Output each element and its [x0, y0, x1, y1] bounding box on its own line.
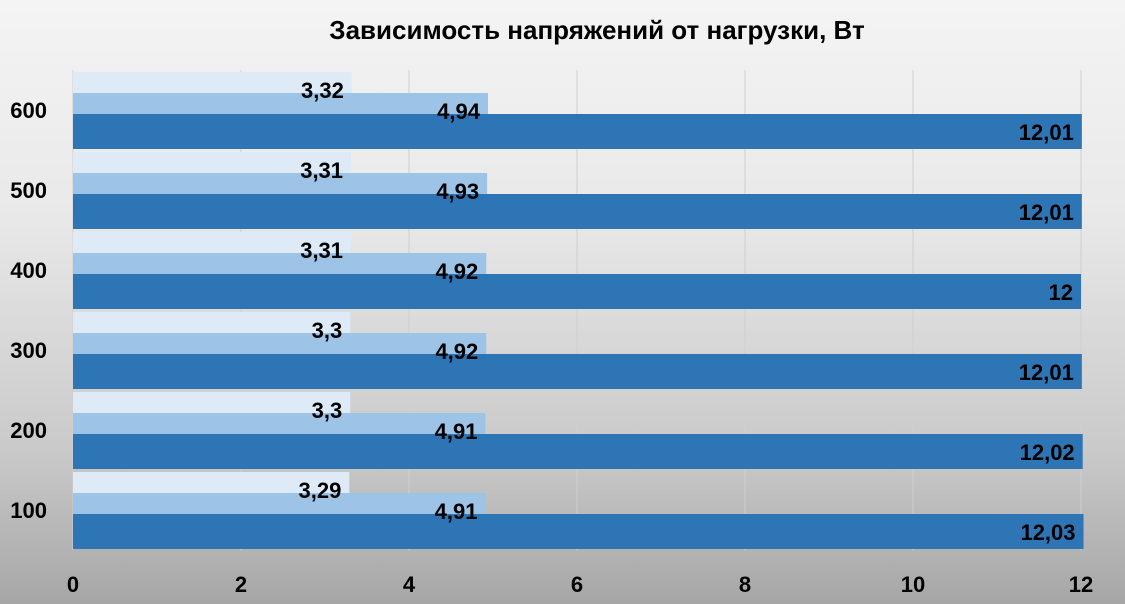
gridlines [72, 70, 1082, 550]
data-label: 3,3 [312, 318, 343, 343]
data-label: 4,91 [435, 499, 478, 524]
data-label: 12 [1049, 280, 1073, 305]
data-label: 4,93 [436, 179, 479, 204]
data-label: 3,3 [312, 398, 343, 423]
data-label: 3,31 [300, 158, 343, 183]
x-tick-label: 10 [901, 572, 925, 597]
data-label: 12,03 [1020, 520, 1075, 545]
x-tick-label: 8 [739, 572, 751, 597]
y-tick-label: 600 [10, 98, 47, 123]
y-tick-label: 100 [10, 498, 47, 523]
bar [73, 274, 1081, 309]
data-label: 3,32 [301, 78, 344, 103]
data-label: 12,01 [1019, 200, 1074, 225]
x-axis-ticks: 0 2 4 6 8 10 12 [67, 572, 1093, 597]
y-axis-ticks: 100 200 300 400 500 600 [10, 98, 47, 523]
data-label: 4,91 [435, 419, 478, 444]
data-label: 12,01 [1019, 360, 1074, 385]
y-tick-label: 400 [10, 258, 47, 283]
data-label: 12,02 [1020, 440, 1075, 465]
y-tick-label: 500 [10, 178, 47, 203]
bar [73, 514, 1084, 549]
bar [73, 434, 1083, 469]
x-tick-label: 2 [235, 572, 247, 597]
data-labels: 3,29 4,91 12,03 3,3 4,91 12,02 3,3 4,92 12,01 3,3… [299, 78, 1076, 545]
x-tick-label: 0 [67, 572, 79, 597]
bar [73, 194, 1082, 229]
chart-title: Зависимость напряжений от нагрузки, Вт [329, 15, 865, 45]
y-tick-label: 200 [10, 418, 47, 443]
data-label: 12,01 [1019, 120, 1074, 145]
x-tick-label: 12 [1069, 572, 1093, 597]
data-label: 4,92 [435, 339, 478, 364]
x-tick-label: 6 [571, 572, 583, 597]
data-label: 4,94 [437, 99, 481, 124]
bars [73, 72, 1084, 549]
y-tick-label: 300 [10, 338, 47, 363]
x-tick-label: 4 [403, 572, 416, 597]
data-label: 3,29 [299, 478, 342, 503]
data-label: 3,31 [300, 238, 343, 263]
bar [73, 354, 1082, 389]
bar [73, 114, 1082, 149]
data-label: 4,92 [435, 259, 478, 284]
